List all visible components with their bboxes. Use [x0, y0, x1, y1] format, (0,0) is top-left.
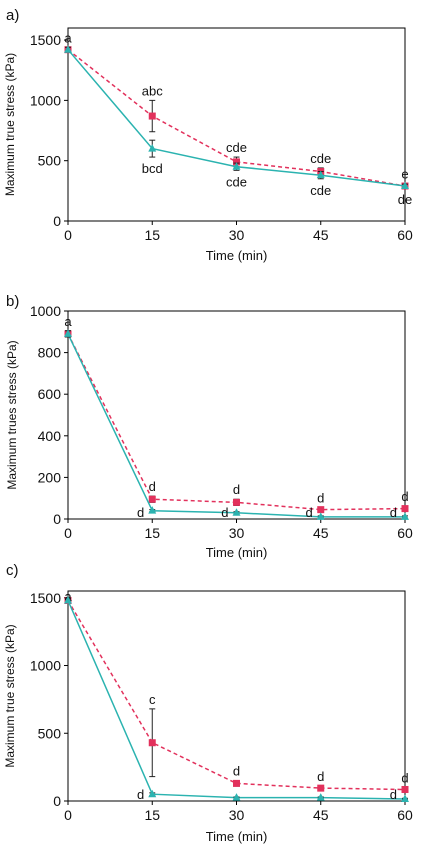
y-tick-label: 1000: [30, 92, 61, 108]
data-point-triangle: [232, 162, 241, 170]
x-tick-label: 0: [64, 807, 72, 823]
x-tick-label: 45: [313, 227, 329, 243]
data-point-triangle: [64, 329, 72, 337]
significance-letter: d: [401, 489, 408, 504]
data-point-triangle: [64, 595, 72, 604]
x-tick-label: 15: [144, 525, 160, 541]
significance-letter: a: [64, 314, 72, 329]
x-tick-label: 15: [144, 807, 160, 823]
x-tick-label: 60: [397, 525, 413, 541]
significance-letter: d: [390, 505, 397, 520]
significance-letter: d: [137, 787, 144, 802]
x-tick-label: 0: [64, 227, 72, 243]
significance-letter: cde: [226, 174, 247, 189]
data-point-triangle: [401, 512, 409, 520]
significance-letter: d: [137, 505, 144, 520]
data-point-square: [233, 158, 240, 166]
data-point-triangle: [148, 506, 157, 514]
x-tick-label: 60: [397, 227, 413, 243]
chart-panel-1: a) 0 500 1000 1500 0 15 30 45 60 Time (min) Maximum…: [3, 7, 413, 263]
x-tick-label: 45: [313, 807, 329, 823]
significance-letter: cde: [226, 140, 247, 155]
panel-label: c): [6, 562, 19, 579]
significance-letter: e: [401, 167, 408, 182]
significance-letter: d: [306, 505, 313, 520]
data-point-square: [401, 505, 409, 513]
data-point-triangle: [64, 45, 72, 53]
y-axis-label: Maximum trues stress (kPa): [5, 340, 19, 489]
x-tick-label: 15: [144, 227, 160, 243]
plot-frame: [67, 27, 406, 222]
y-tick-label: 200: [38, 469, 62, 485]
significance-letter: d: [149, 479, 156, 494]
x-axis-label: Time (min): [206, 248, 268, 263]
panel-label: a): [6, 7, 19, 24]
x-axis-label: Time (min): [206, 829, 268, 844]
significance-letter: d: [233, 482, 240, 497]
data-point-square: [148, 112, 156, 120]
data-point-square: [148, 739, 156, 747]
data-point-square: [401, 785, 409, 793]
panel-label: b): [6, 293, 19, 310]
significance-letter: d: [317, 491, 324, 506]
series-line-dashed: [67, 600, 406, 791]
significance-letter: cde: [310, 183, 331, 198]
y-tick-label: 1500: [30, 32, 61, 48]
y-tick-label: 1000: [30, 658, 61, 674]
data-point-square: [233, 498, 240, 506]
x-tick-label: 30: [229, 525, 245, 541]
y-tick-label: 500: [38, 725, 62, 741]
y-tick-label: 800: [38, 345, 62, 361]
y-tick-label: 1500: [30, 590, 61, 606]
significance-letter: d: [233, 764, 240, 779]
x-axis-label: Time (min): [206, 545, 268, 560]
y-tick-label: 0: [53, 511, 61, 527]
data-point-square: [233, 779, 240, 787]
data-point-triangle: [148, 144, 157, 152]
x-tick-label: 30: [229, 227, 245, 243]
significance-letter: a: [64, 30, 72, 45]
significance-letter: abc: [142, 83, 163, 98]
chart-panel-3: c) 0 500 1000 1500 0 15 30 45 60 Time (min) Maximum…: [3, 562, 413, 844]
significance-letter: bcd: [142, 161, 163, 176]
x-tick-label: 60: [397, 807, 413, 823]
significance-letter: c: [149, 692, 156, 707]
significance-letter: de: [398, 192, 412, 207]
data-point-triangle: [316, 793, 325, 801]
data-point-triangle: [232, 793, 241, 801]
y-tick-label: 0: [53, 793, 61, 809]
y-axis-label: Maximum true stress (kPa): [3, 53, 17, 196]
data-point-square: [317, 784, 325, 792]
x-tick-label: 30: [229, 807, 245, 823]
significance-letter: d: [221, 505, 228, 520]
significance-letter: cde: [310, 151, 331, 166]
data-point-triangle: [316, 170, 325, 179]
significance-letter: d: [401, 770, 408, 785]
y-tick-label: 0: [53, 213, 61, 229]
data-point-triangle: [232, 508, 241, 516]
data-point-triangle: [401, 794, 409, 802]
significance-letter: d: [317, 769, 324, 784]
y-tick-label: 1000: [30, 303, 61, 319]
data-point-square: [148, 495, 156, 503]
y-tick-label: 600: [38, 386, 62, 402]
y-tick-label: 400: [38, 428, 62, 444]
significance-letter: a: [64, 589, 72, 604]
x-tick-label: 45: [313, 525, 329, 541]
chart-panel-2: b) 0 200 400 600 800 1000 0 15 30 45 60 Time (min) Ma…: [5, 293, 413, 560]
data-point-triangle: [148, 789, 157, 798]
significance-letter: d: [390, 787, 397, 802]
y-tick-label: 500: [38, 153, 62, 169]
y-axis-label: Maximum true stress (kPa): [3, 624, 17, 767]
data-point-square: [317, 506, 325, 514]
x-tick-label: 0: [64, 525, 72, 541]
data-point-triangle: [316, 512, 325, 520]
data-point-triangle: [401, 181, 409, 190]
